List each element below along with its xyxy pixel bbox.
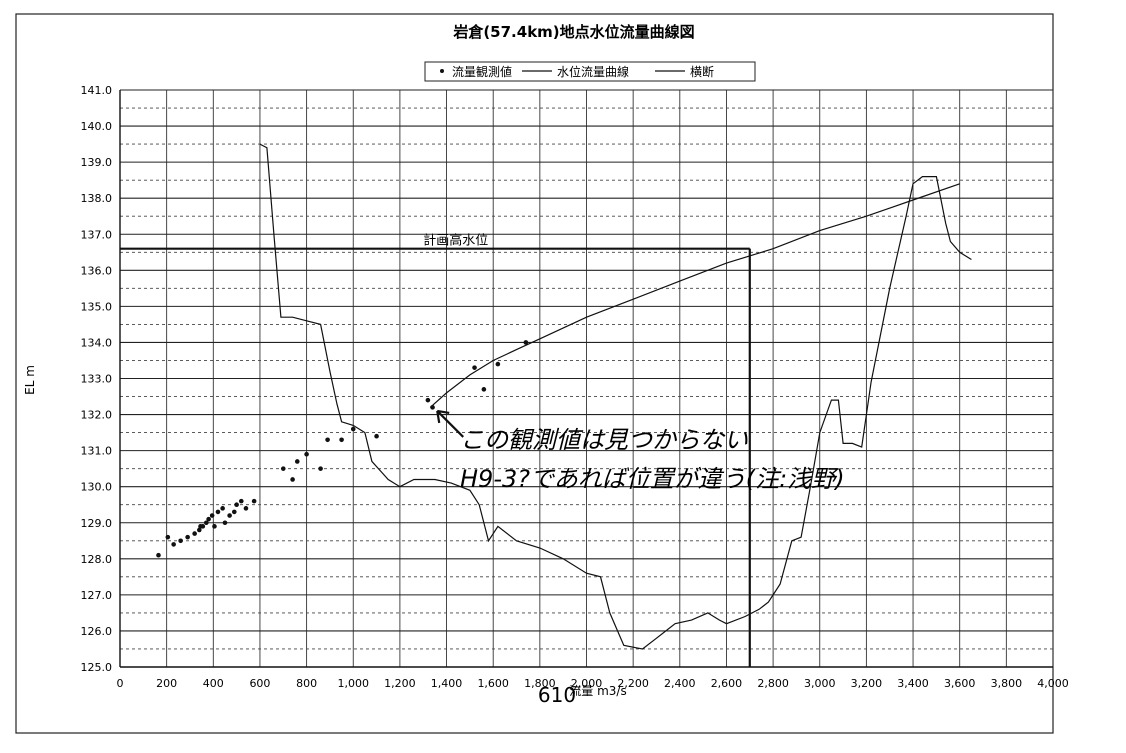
grid — [119, 89, 1054, 668]
y-tick-label: 140.0 — [81, 120, 113, 133]
observed-point — [156, 552, 161, 558]
x-tick-label: 1,600 — [477, 677, 509, 690]
y-tick-label: 127.0 — [81, 589, 113, 602]
x-tick-label: 2,000 — [571, 677, 603, 690]
observed-point — [220, 506, 225, 511]
planned-high-water-level: 計画高水位 — [120, 233, 751, 667]
x-tick-label: 3,200 — [851, 677, 883, 690]
y-tick-labels: 125.0 126.0 127.0 128.0 129.0 130.0 131.0 132.0… — [81, 84, 113, 674]
x-tick-label: 3,400 — [897, 677, 929, 690]
outer-frame — [15, 13, 1054, 734]
observed-point — [215, 509, 221, 515]
x-tick-label: 1,200 — [384, 677, 416, 690]
x-tick-label: 3,800 — [991, 677, 1023, 690]
y-tick-label: 135.0 — [81, 300, 113, 313]
observed-point — [222, 520, 228, 526]
observed-point — [178, 538, 183, 544]
observed-point — [294, 459, 300, 464]
observed-point — [227, 513, 232, 518]
observed-point — [165, 534, 171, 540]
x-tick-label: 1,800 — [524, 677, 556, 690]
legend: 流量観測値 水位流量曲線 横断 — [424, 61, 756, 82]
observed-point — [251, 498, 257, 504]
observed-point — [290, 477, 295, 482]
observed-point — [206, 516, 211, 522]
y-tick-label: 129.0 — [81, 517, 113, 530]
observed-point — [425, 397, 431, 403]
legend-label-cross-section: 横断 — [690, 64, 714, 79]
x-tick-label: 1,400 — [431, 677, 463, 690]
observed-point — [374, 433, 379, 439]
observed-point — [204, 520, 209, 526]
cross-section-line — [259, 143, 972, 650]
chart-title: 岩倉(57.4km)地点水位流量曲線図 — [452, 23, 694, 41]
observed-point — [481, 387, 487, 392]
observed-point — [280, 466, 286, 471]
observed-point — [472, 365, 477, 370]
y-tick-label: 132.0 — [81, 409, 113, 422]
observed-point — [523, 340, 529, 345]
y-tick-label: 141.0 — [81, 84, 113, 97]
observed-point — [200, 524, 206, 529]
handwritten-note: この観測値は見つからない H9-3?であれば位置が違う(注:浅野) — [436, 409, 845, 493]
observed-point — [185, 534, 190, 540]
y-tick-label: 128.0 — [81, 553, 113, 566]
x-tick-label: 200 — [156, 677, 177, 690]
observed-point — [171, 542, 176, 547]
legend-label-observed: 流量観測値 — [452, 64, 512, 79]
legend-label-rating-curve: 水位流量曲線 — [557, 64, 629, 79]
note-arrow-icon — [436, 409, 464, 438]
x-tick-label: 600 — [249, 677, 270, 690]
observed-point — [212, 524, 217, 529]
x-tick-label: 1,000 — [338, 677, 370, 690]
planned-high-water-label: 計画高水位 — [423, 233, 488, 249]
rating-curve-line — [429, 183, 960, 408]
x-tick-label: 2,200 — [617, 677, 649, 690]
y-tick-label: 130.0 — [81, 481, 113, 494]
observed-point — [209, 513, 215, 518]
page-number: 610 — [538, 683, 576, 707]
x-tick-label: 400 — [203, 677, 224, 690]
x-tick-label: 2,600 — [711, 677, 743, 690]
y-tick-label: 131.0 — [81, 445, 113, 458]
observed-point — [197, 527, 202, 533]
observed-point — [325, 437, 330, 443]
y-tick-label: 136.0 — [81, 264, 113, 277]
y-tick-label: 139.0 — [81, 156, 113, 169]
y-tick-label: 133.0 — [81, 373, 113, 386]
observed-point — [234, 502, 239, 508]
y-tick-label: 125.0 — [81, 661, 113, 674]
y-tick-label: 126.0 — [81, 625, 113, 638]
x-tick-label: 0 — [117, 677, 124, 690]
x-tick-labels: 0 200 400 600 800 1,000 1,200 1,400 1,600 1,800 2,… — [117, 677, 1069, 690]
y-tick-label: 134.0 — [81, 336, 113, 349]
observed-point — [350, 426, 356, 432]
observed-point — [304, 451, 309, 457]
x-tick-label: 3,600 — [944, 677, 976, 690]
series-layer — [156, 143, 972, 650]
observed-point — [192, 531, 197, 536]
y-tick-label: 138.0 — [81, 192, 113, 205]
observed-point — [495, 361, 501, 367]
x-axis-label: 流量 m3/s — [569, 684, 626, 698]
x-tick-label: 3,000 — [804, 677, 836, 690]
observed-point — [231, 509, 237, 515]
legend-marker-observed — [440, 69, 444, 73]
y-axis-label: EL m — [23, 365, 37, 395]
observed-point — [318, 466, 323, 471]
note-line-2: H9-3?であれば位置が違う(注:浅野) — [460, 465, 845, 493]
x-tick-label: 2,400 — [664, 677, 696, 690]
y-tick-label: 137.0 — [81, 228, 113, 241]
x-tick-label: 4,000 — [1037, 677, 1069, 690]
observed-point — [339, 437, 344, 443]
x-tick-label: 2,800 — [757, 677, 789, 690]
note-line-1: この観測値は見つからない — [460, 426, 748, 454]
x-tick-label: 800 — [296, 677, 317, 690]
observed-point — [243, 506, 249, 511]
axes — [119, 90, 1053, 668]
observed-point — [238, 498, 244, 504]
